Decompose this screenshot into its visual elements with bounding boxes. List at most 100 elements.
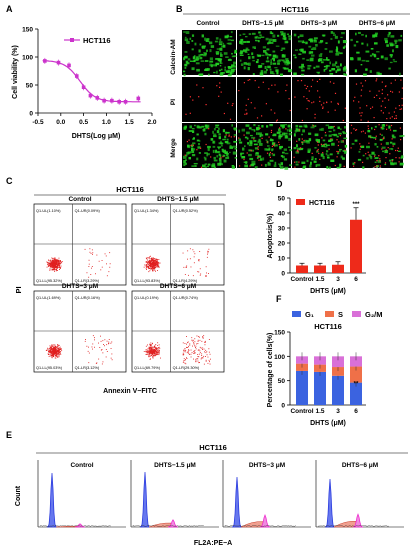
panel-b-green-cell <box>270 62 273 65</box>
panel-b-green-cell <box>226 42 229 45</box>
panel-b-red-cell <box>311 152 313 154</box>
panel-c-event-dot <box>54 348 55 350</box>
panel-c-event-dot <box>155 270 156 272</box>
panel-b-green-cell <box>250 149 254 152</box>
panel-c-event-dot <box>111 359 113 361</box>
panel-c-event-dot <box>56 350 58 351</box>
panel-b-red-cell <box>368 154 370 156</box>
panel-c-event-dot <box>54 265 56 267</box>
panel-b-red-cell <box>186 141 188 143</box>
panel-c-event-dot <box>100 340 102 342</box>
panel-c-event-dot <box>157 265 159 267</box>
panel-c-event-dot <box>54 269 56 271</box>
panel-b-green-cell <box>243 62 247 65</box>
panel-c-event-dot <box>53 262 55 264</box>
panel-b-green-cell <box>392 59 395 61</box>
panel-b-green-cell <box>280 31 284 33</box>
panel-c-event-dot <box>152 260 154 262</box>
panel-b-green-cell <box>219 163 223 166</box>
panel-b-green-cell <box>374 153 376 156</box>
panel-c-event-dot <box>57 264 59 266</box>
panel-b-green-cell <box>217 162 222 166</box>
panel-b-green-cell <box>271 148 274 151</box>
panel-c-event-dot <box>157 270 158 271</box>
panel-c-event-dot <box>50 349 52 350</box>
panel-b-green-cell <box>389 42 393 45</box>
panel-c-event-dot <box>53 258 55 260</box>
panel-b-red-cell <box>274 84 276 86</box>
panel-c-event-dot <box>101 260 103 261</box>
panel-d-bars: *** <box>296 202 362 273</box>
panel-b-red-cell <box>319 78 321 80</box>
panel-b-green-cell <box>229 146 234 149</box>
panel-b-red-cell <box>275 120 278 122</box>
panel-b-green-cell <box>240 51 244 55</box>
panel-b-green-cell <box>357 31 361 34</box>
panel-c-event-dot <box>45 350 47 351</box>
panel-c-event-dot <box>153 350 155 351</box>
panel-b-red-cell <box>238 137 240 139</box>
panel-b-red-cell <box>307 100 309 102</box>
panel-b-green-cell <box>222 154 226 157</box>
panel-b-red-cell <box>303 140 305 142</box>
panel-c-event-dot <box>51 346 52 348</box>
panel-f-bar-segment <box>332 356 344 368</box>
panel-c-event-dot <box>197 343 199 344</box>
panel-c-event-dot <box>199 251 201 252</box>
panel-b-green-cell <box>245 36 248 38</box>
panel-b-red-cell <box>374 166 376 168</box>
panel-c-event-dot <box>205 266 207 268</box>
panel-c-event-dot <box>105 255 107 257</box>
panel-b-green-cell <box>300 66 304 70</box>
panel-b-green-cell <box>320 61 324 64</box>
panel-b-green-cell <box>233 140 237 143</box>
panel-c-event-dot <box>208 351 210 353</box>
panel-c-event-dot <box>205 359 207 361</box>
panel-b-green-cell <box>257 140 262 144</box>
panel-b-green-cell <box>319 128 322 131</box>
panel-b-red-cell <box>270 109 272 111</box>
panel-c-event-dot <box>159 350 160 352</box>
panel-b-green-cell <box>338 132 342 135</box>
panel-b-green-cell <box>257 54 261 57</box>
panel-b-green-cell <box>326 59 330 61</box>
panel-c-event-dot <box>154 346 155 348</box>
panel-c-event-dot <box>88 362 90 364</box>
panel-b-green-cell <box>196 157 199 161</box>
panel-b-red-cell <box>391 116 393 118</box>
panel-a-point <box>56 60 61 65</box>
panel-b-green-cell <box>246 137 249 140</box>
panel-c-event-dot <box>98 342 99 344</box>
panel-f-x-tick-label: 3 <box>336 408 340 415</box>
panel-b-green-cell <box>389 148 392 150</box>
panel-c-event-dot <box>152 357 154 358</box>
panel-f-bar-segment <box>332 367 344 376</box>
panel-c-event-dot <box>53 356 54 357</box>
panel-b-red-cell <box>396 150 399 152</box>
panel-b-green-cell <box>200 60 205 62</box>
panel-c-event-dot <box>192 340 194 342</box>
panel-b-green-cell <box>233 127 237 130</box>
panel-b-green-cell <box>227 73 232 77</box>
panel-c-event-dot <box>158 264 160 266</box>
panel-f-bar-segment <box>296 370 308 405</box>
panel-b-green-cell <box>204 132 207 136</box>
panel-b-green-cell <box>234 51 237 54</box>
panel-b-green-cell <box>288 146 291 148</box>
panel-b-green-cell <box>213 71 216 74</box>
panel-b-green-cell <box>311 156 314 160</box>
panel-c-event-dot <box>189 354 190 355</box>
panel-c-event-dot <box>58 354 60 356</box>
panel-b-green-cell <box>308 138 312 142</box>
panel-c-event-dot <box>60 348 62 349</box>
panel-c-event-dot <box>102 340 104 342</box>
panel-b-green-cell <box>226 138 229 141</box>
panel-c-event-dot <box>149 256 150 258</box>
panel-c-event-dot <box>182 352 184 354</box>
panel-b-red-cell <box>314 117 316 119</box>
panel-c-event-dot <box>208 339 210 340</box>
panel-a-legend: HCT116 <box>64 36 111 45</box>
panel-c-event-dot <box>52 269 54 271</box>
panel-c-event-dot <box>186 336 187 337</box>
